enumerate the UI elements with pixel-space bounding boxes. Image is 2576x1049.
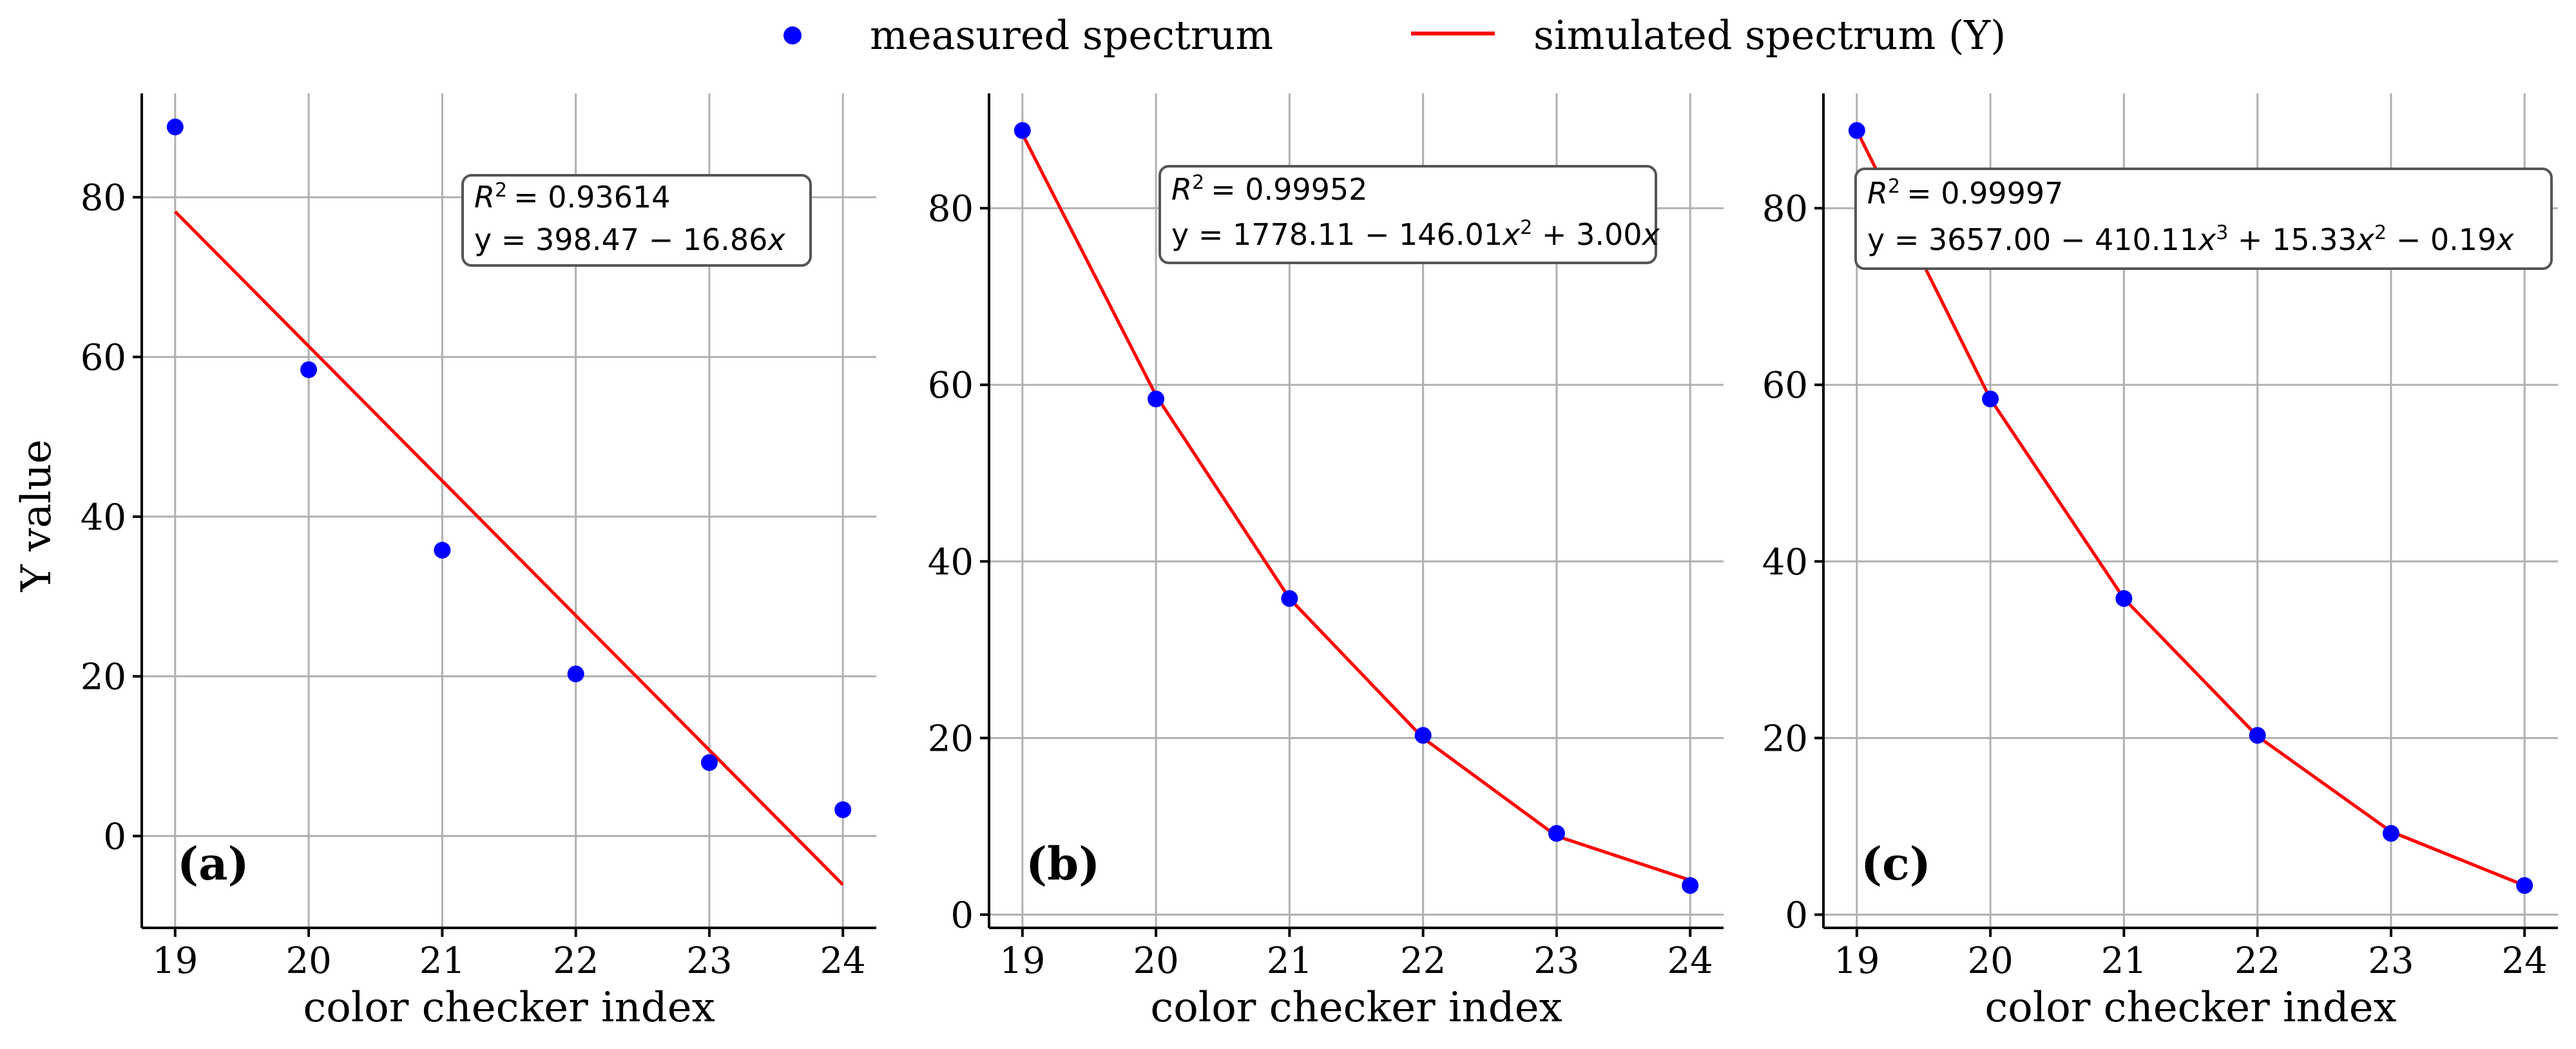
x-tick-label: 21: [419, 940, 465, 982]
y-tick-label: 60: [81, 337, 126, 379]
x-tick-label: 24: [1668, 940, 1713, 982]
measured-point: [2249, 727, 2266, 744]
panel-label: (c): [1861, 837, 1931, 890]
simulated-spectrum-line: [1021, 133, 1691, 882]
fit-annotation: R2 = 0.99997 y = 3657.00 − 410.11x3 + 15.…: [1854, 168, 2553, 270]
measured-point: [1848, 122, 1865, 139]
fit-annotation: R2 = 0.99952 y = 1778.11 − 146.01x2 + 3.0…: [1158, 165, 1660, 264]
r-squared-text: R2 = 0.99952: [1171, 171, 1367, 207]
y-tick-label: 40: [1762, 541, 1808, 583]
x-tick-label: 23: [1533, 940, 1579, 982]
panel-label: (b): [1026, 837, 1100, 890]
x-tick-label: 22: [2235, 940, 2280, 982]
x-tick-label: 20: [1133, 940, 1178, 982]
measured-point: [700, 754, 718, 771]
measured-point: [834, 801, 852, 818]
y-tick-label: 60: [1762, 365, 1808, 407]
legend-label-simulated: simulated spectrum (Y): [1533, 12, 2006, 59]
fit-equation-text: y = 398.47 − 16.86x: [474, 222, 785, 257]
r-squared-text: R2 = 0.99997: [1867, 175, 2063, 211]
y-tick-label: 20: [928, 718, 974, 760]
r-squared-text: R2 = 0.93614: [474, 179, 670, 215]
y-axis-label: Y value: [13, 439, 61, 592]
measured-point: [166, 119, 184, 136]
measured-point: [1548, 825, 1565, 842]
measured-point: [2516, 877, 2533, 894]
measured-point: [1148, 390, 1165, 408]
x-axis-label: color checker index: [1985, 984, 2396, 1032]
x-tick-label: 22: [553, 940, 599, 982]
measured-point: [1014, 122, 1031, 139]
x-tick-label: 21: [1267, 940, 1312, 982]
legend: measured spectrum simulated spectrum (Y): [783, 12, 2006, 59]
measured-point: [1682, 877, 1699, 894]
y-tick-label: 40: [928, 541, 974, 583]
y-tick-label: 80: [81, 177, 126, 219]
annotation-box: [1854, 168, 2553, 270]
x-tick-label: 20: [1967, 940, 2013, 982]
legend-marker-measured: [783, 26, 802, 44]
panel-c: 19 20 21 22 23 24 0 20 40 60 80 color checker inde…: [1762, 93, 2558, 1032]
measured-point: [434, 541, 451, 559]
fit-annotation: R2 = 0.93614 y = 398.47 − 16.86x: [461, 174, 812, 267]
panel-b: 19 20 21 22 23 24 0 20 40 60 80 color checker inde…: [928, 93, 1724, 1032]
measured-point: [300, 361, 318, 378]
simulated-spectrum-line: [174, 210, 844, 886]
x-tick-label: 24: [2502, 940, 2548, 982]
x-tick-label: 19: [999, 940, 1045, 982]
y-tick-label: 0: [103, 816, 126, 858]
measured-point: [2115, 590, 2133, 607]
x-tick-label: 20: [285, 940, 331, 982]
x-tick-label: 19: [1834, 940, 1879, 982]
y-tick-label: 0: [1785, 894, 1808, 936]
measured-point: [567, 665, 584, 682]
x-tick-label: 23: [2368, 940, 2414, 982]
measured-point: [1281, 590, 1298, 607]
annotation-box: [461, 174, 812, 267]
measured-point: [2382, 825, 2399, 842]
panel-label: (a): [177, 837, 249, 890]
measured-point: [1982, 390, 1999, 408]
measured-point: [1414, 727, 1432, 744]
legend-label-measured: measured spectrum: [870, 12, 1273, 59]
annotation-box: [1158, 165, 1657, 264]
y-tick-label: 20: [81, 657, 126, 698]
x-tick-label: 22: [1400, 940, 1446, 982]
y-tick-label: 20: [1762, 718, 1808, 760]
fit-equation-text: y = 3657.00 − 410.11x3 + 15.33x2 − 0.19x: [1867, 222, 2514, 258]
simulated-spectrum-line: [1855, 130, 2526, 887]
y-tick-label: 40: [81, 497, 126, 539]
y-tick-label: 60: [928, 365, 974, 407]
x-axis-label: color checker index: [1150, 984, 1562, 1032]
y-tick-label: 0: [950, 894, 974, 936]
y-tick-label: 80: [1762, 188, 1808, 230]
panel-a: 19 20 21 22 23 24 0 20 40 60 80 Y value color chec…: [13, 93, 876, 1032]
x-tick-label: 19: [152, 940, 198, 982]
plot-area: 19 20 21 22 23 24 0 20 40 60 80: [928, 93, 1724, 982]
fit-equation-text: y = 1778.11 − 146.01x2 + 3.00x: [1171, 217, 1660, 253]
y-tick-label: 80: [928, 188, 974, 230]
x-tick-label: 23: [686, 940, 732, 982]
x-axis-label: color checker index: [303, 984, 715, 1032]
x-tick-label: 24: [820, 940, 866, 982]
x-tick-label: 21: [2101, 940, 2147, 982]
